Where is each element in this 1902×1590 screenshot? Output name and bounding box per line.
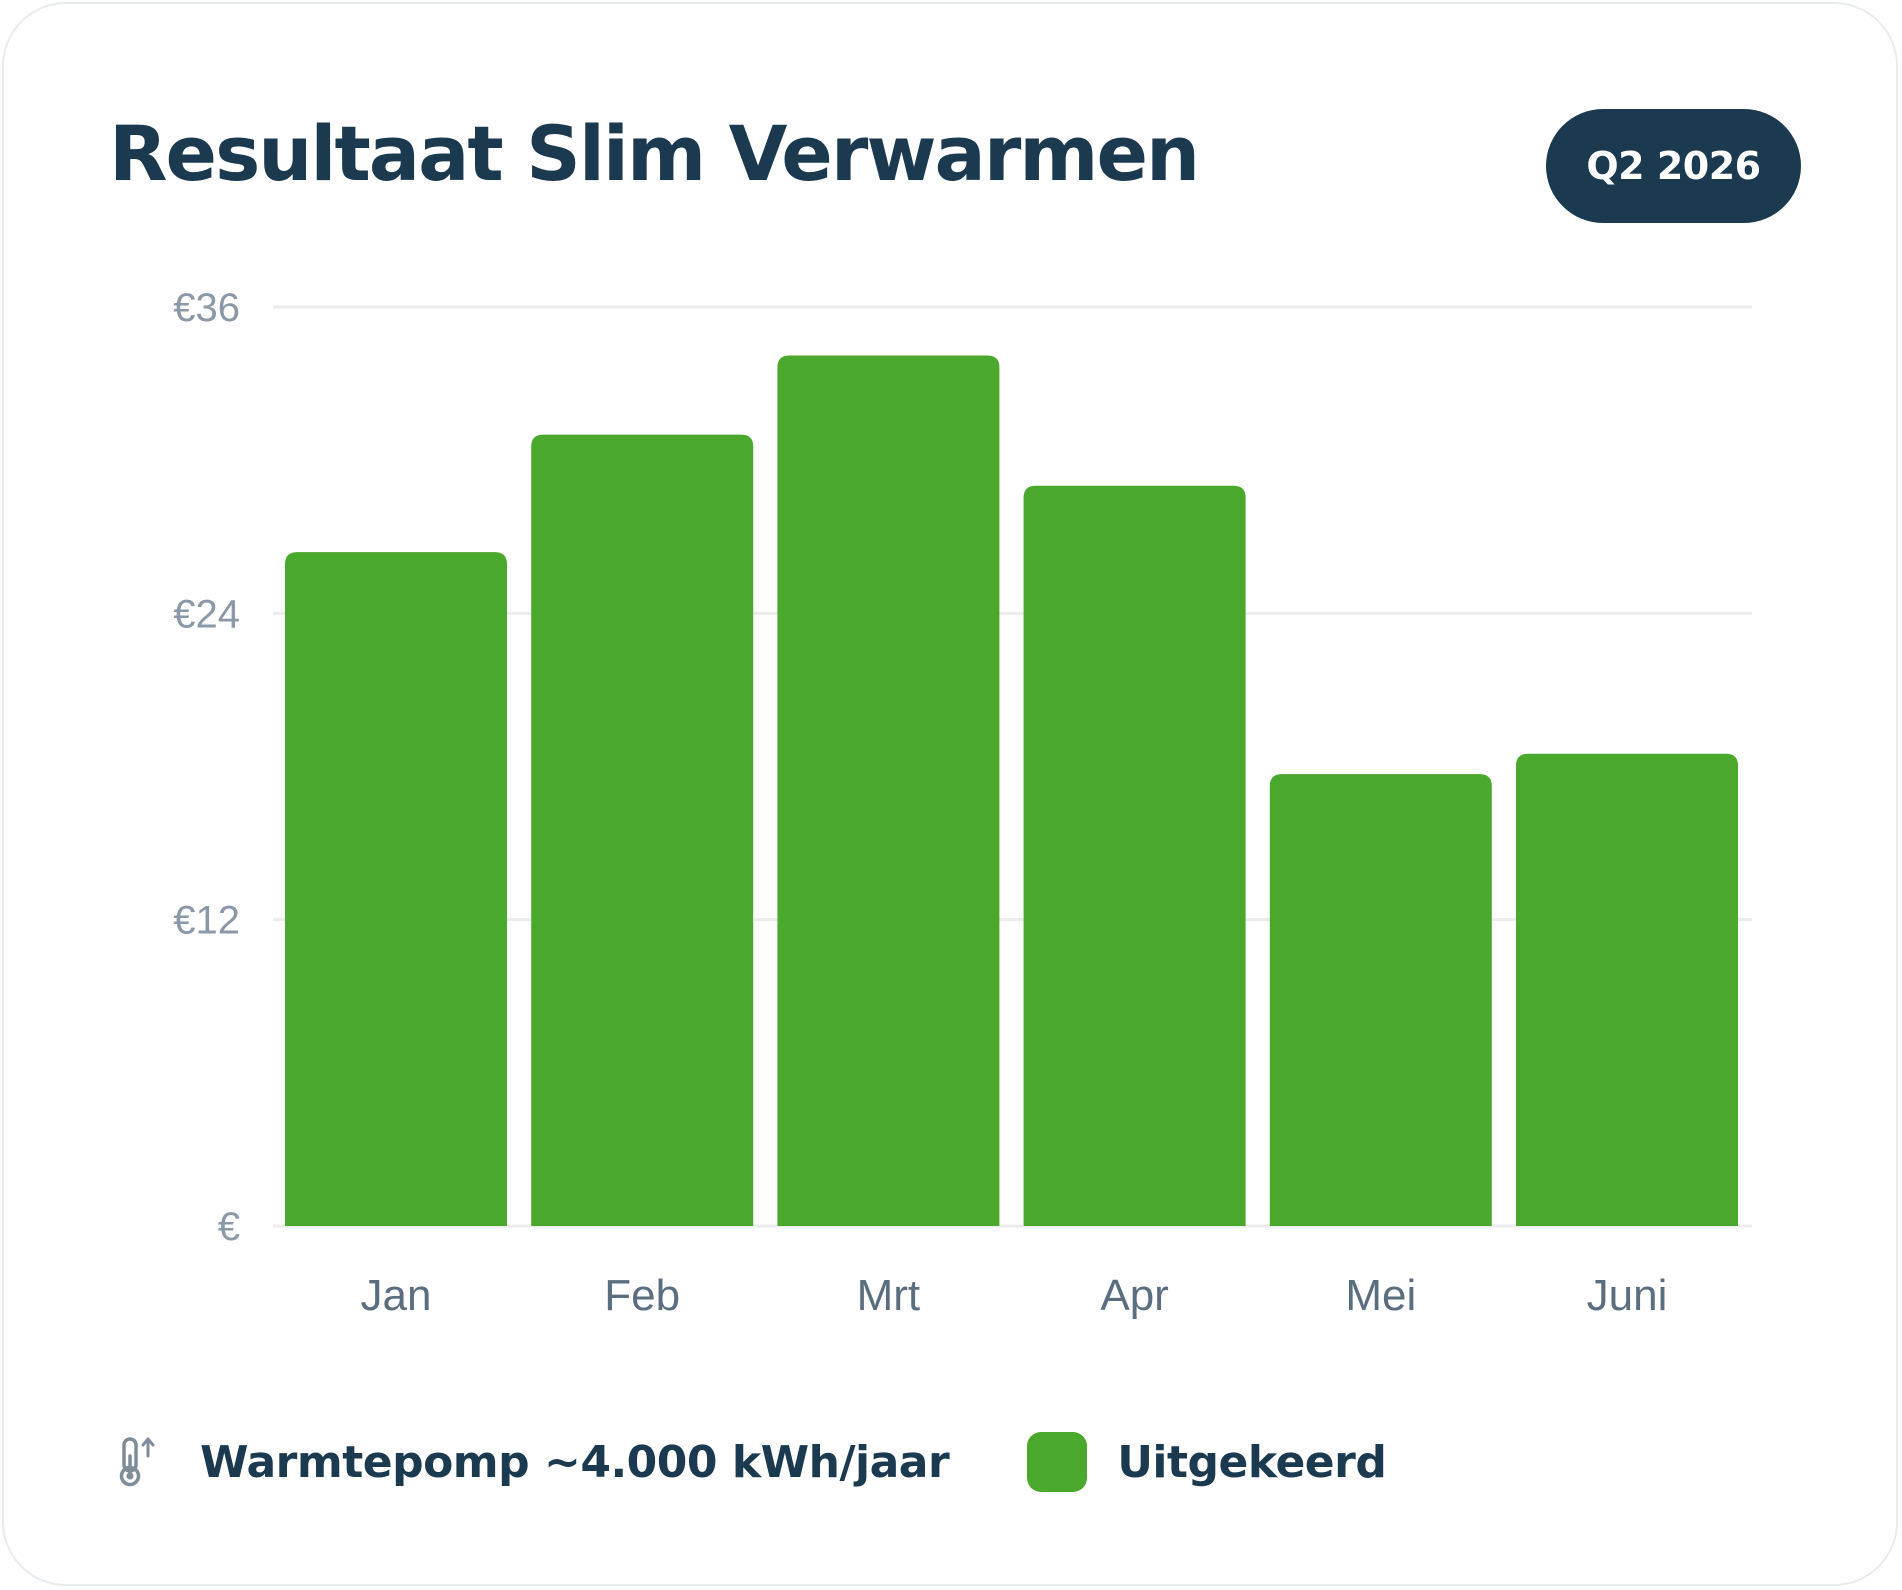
x-tick-label: Mrt: [857, 1271, 921, 1320]
period-badge[interactable]: Q2 2026: [1546, 109, 1801, 223]
grid-lines: [273, 305, 1752, 1228]
y-tick-label: €12: [173, 899, 240, 943]
bar-chart: € €12 €24 €36 Jan Feb Mrt Apr Mei Juni: [173, 286, 1752, 1320]
x-tick-label: Mei: [1345, 1271, 1416, 1320]
legend: Warmtepomp ~4.000 kWh/jaar Uitgekeerd: [112, 1426, 1387, 1498]
y-tick-label: €: [218, 1205, 240, 1249]
legend-series-label: Uitgekeerd: [1117, 1436, 1387, 1488]
y-tick-label: €36: [173, 286, 240, 330]
x-tick-label: Juni: [1587, 1271, 1668, 1320]
thermometer-up-icon: [112, 1434, 160, 1490]
x-axis-labels: Jan Feb Mrt Apr Mei Juni: [361, 1271, 1668, 1320]
bar-mei[interactable]: [1269, 774, 1492, 1226]
bar-juni[interactable]: [1516, 753, 1738, 1226]
bar-apr[interactable]: [1023, 485, 1246, 1226]
bar-feb[interactable]: [531, 434, 754, 1226]
x-tick-label: Jan: [361, 1271, 432, 1320]
legend-info-text: Warmtepomp ~4.000 kWh/jaar: [200, 1436, 950, 1488]
page-title: Resultaat Slim Verwarmen: [109, 109, 1200, 198]
y-axis-labels: € €12 €24 €36: [173, 286, 240, 1249]
legend-swatch: [1027, 1432, 1088, 1492]
bar-mrt[interactable]: [777, 355, 1000, 1226]
y-tick-label: €24: [173, 592, 240, 636]
x-tick-label: Apr: [1100, 1271, 1168, 1320]
bars: [285, 355, 1738, 1226]
bar-jan[interactable]: [285, 552, 507, 1226]
x-tick-label: Feb: [604, 1271, 680, 1320]
